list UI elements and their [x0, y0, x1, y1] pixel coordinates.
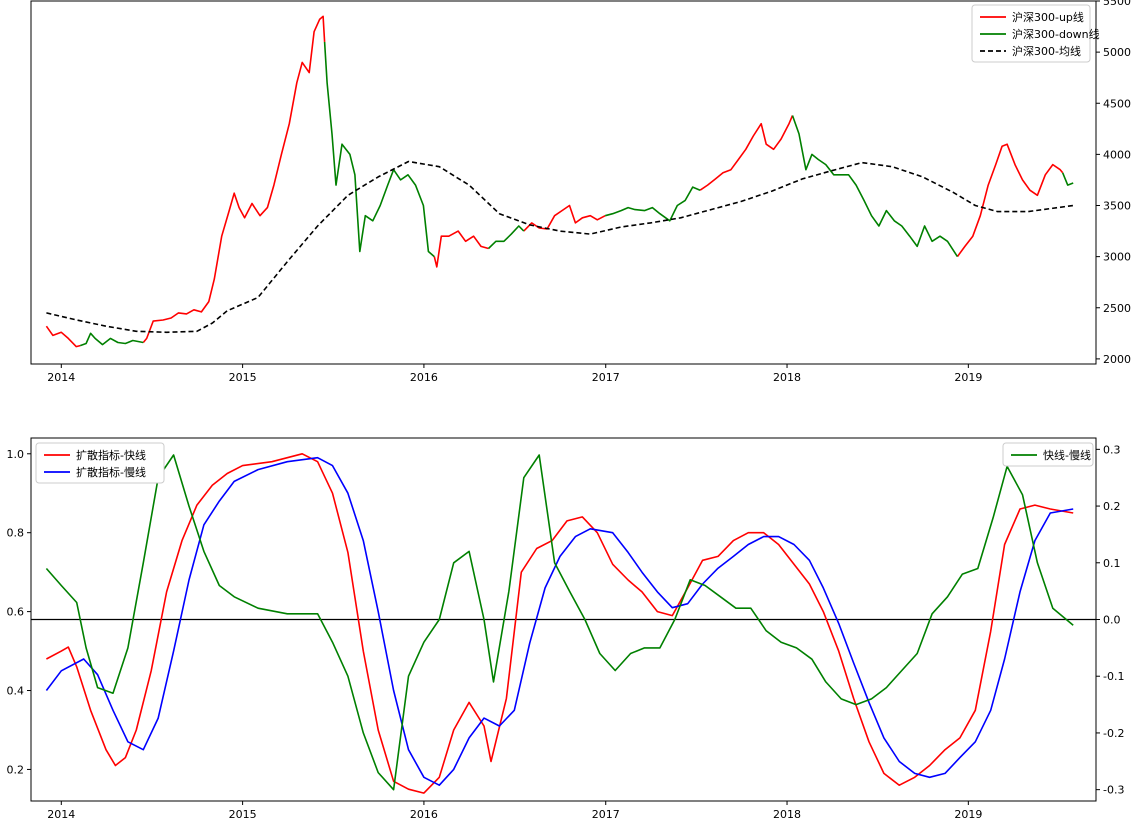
- series-line: [523, 204, 606, 232]
- y-tick-label: 4000: [1103, 148, 1131, 161]
- series-line: [604, 186, 701, 222]
- x-tick-label: 2015: [229, 371, 257, 384]
- legend-label: 快线-慢线: [1043, 448, 1091, 462]
- series-line: [323, 41, 435, 258]
- y-tick-label: 3000: [1103, 251, 1131, 264]
- series-line: [487, 225, 525, 250]
- bottom-left-legend: [35, 442, 165, 484]
- x-tick-label: 2018: [773, 808, 801, 821]
- x-tick-label: 2018: [773, 371, 801, 384]
- y-left-tick-label: 0.4: [7, 685, 25, 698]
- top-chart: 2000 2500 3000 3500 4000 4500 5000 5500 2014 2015…: [30, 0, 1131, 384]
- x-tick-label: 2014: [47, 808, 75, 821]
- series-line: [142, 15, 326, 344]
- series-line: [45, 456, 1074, 787]
- series-line: [791, 115, 959, 258]
- y-tick-label: 5000: [1103, 46, 1131, 59]
- legend-label: 扩散指标-慢线: [76, 465, 146, 479]
- y-right-tick-label: -0.1: [1103, 670, 1124, 683]
- y-right-tick-label: -0.2: [1103, 727, 1124, 740]
- series-line: [79, 332, 144, 347]
- series-line: [1061, 172, 1074, 186]
- y-tick-label: 3500: [1103, 200, 1131, 213]
- bottom-chart: 0.2 0.4 0.6 0.8 1.0 -0.3 -0.2 -0.1 0.0 0.1 0.2 0.3 2…: [7, 437, 1124, 821]
- y-right-tick-label: -0.3: [1103, 784, 1124, 797]
- y-right-tick-label: 0.2: [1103, 500, 1121, 513]
- legend-label: 扩散指标-快线: [76, 448, 146, 462]
- legend-label: 沪深300-均线: [1012, 44, 1081, 58]
- bottom-right-legend: [1002, 442, 1094, 467]
- y-right-tick-label: 0.0: [1103, 614, 1121, 627]
- legend-label: 沪深300-up线: [1012, 10, 1084, 24]
- y-left-tick-label: 0.8: [7, 527, 25, 540]
- x-tick-label: 2019: [954, 808, 982, 821]
- top-plot-frame: [30, 0, 1097, 365]
- x-tick-label: 2016: [410, 808, 438, 821]
- series-line: [699, 115, 794, 191]
- x-tick-label: 2014: [47, 371, 75, 384]
- x-tick-label: 2019: [954, 371, 982, 384]
- x-tick-label: 2017: [592, 808, 620, 821]
- y-left-tick-label: 0.2: [7, 763, 25, 776]
- y-left-tick-label: 0.6: [7, 606, 25, 619]
- x-tick-label: 2016: [410, 371, 438, 384]
- y-right-tick-label: 0.1: [1103, 557, 1121, 570]
- series-line: [45, 325, 81, 348]
- series-line: [433, 230, 489, 268]
- y-tick-label: 4500: [1103, 97, 1131, 110]
- x-tick-label: 2017: [592, 371, 620, 384]
- series-line: [46, 452, 1074, 794]
- top-legend: [971, 4, 1091, 63]
- series-line: [46, 160, 1074, 334]
- legend-label: 沪深300-down线: [1012, 27, 1100, 41]
- y-tick-label: 5500: [1103, 0, 1131, 8]
- series-line: [45, 454, 1074, 791]
- series-line: [956, 143, 1064, 258]
- y-tick-label: 2500: [1103, 302, 1131, 315]
- y-tick-label: 2000: [1103, 353, 1131, 366]
- y-left-tick-label: 1.0: [7, 448, 25, 461]
- y-right-tick-label: 0.3: [1103, 443, 1121, 456]
- x-tick-label: 2015: [229, 808, 257, 821]
